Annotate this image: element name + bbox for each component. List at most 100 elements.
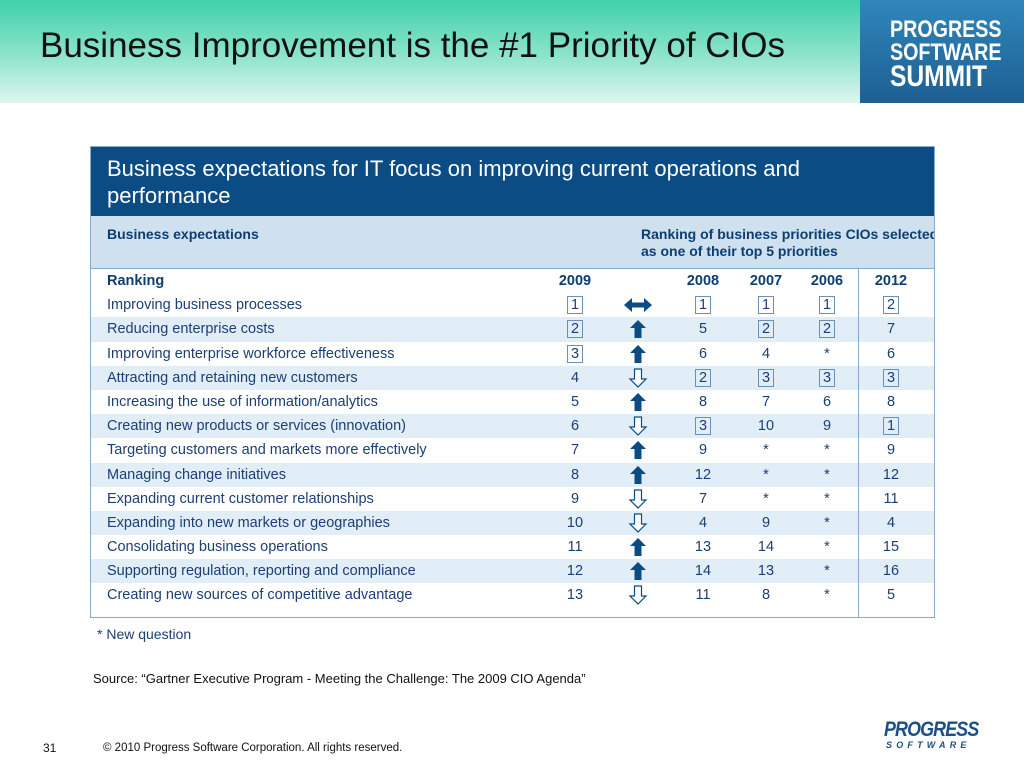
page-number: 31	[43, 741, 57, 755]
rank-2009: 11	[555, 539, 595, 555]
rank-2008: 11	[683, 587, 723, 603]
rankings-table: Business expectations for IT focus on im…	[90, 146, 935, 618]
rank-2007: 14	[746, 539, 786, 555]
rank-2009: 8	[555, 467, 595, 483]
rank-value: *	[824, 442, 830, 459]
rank-2006: *	[807, 563, 847, 579]
rank-2012: 12	[871, 467, 911, 483]
rank-value: *	[824, 563, 830, 580]
rank-2009: 6	[555, 418, 595, 434]
rank-2007: 10	[746, 418, 786, 434]
footer-logo-line1: PROGRESS	[884, 718, 979, 741]
rank-value: 1	[882, 417, 900, 436]
rank-value: 14	[694, 563, 712, 580]
rank-2008: 7	[683, 491, 723, 507]
rank-value: *	[824, 539, 830, 556]
rank-value: 7	[761, 393, 771, 410]
rank-2009: 1	[555, 296, 595, 315]
rank-2009: 7	[555, 442, 595, 458]
rank-2012: 6	[871, 346, 911, 362]
rank-2006: *	[807, 346, 847, 362]
rank-value: 10	[757, 418, 775, 435]
row-label: Improving enterprise workforce effective…	[107, 345, 395, 362]
rank-value: 7	[886, 321, 896, 338]
rank-2008: 9	[683, 442, 723, 458]
copyright: © 2010 Progress Software Corporation. Al…	[103, 742, 403, 754]
arrow-down-icon	[623, 489, 653, 509]
rank-value: 3	[566, 344, 584, 363]
rank-2008: 4	[683, 515, 723, 531]
rank-2008: 8	[683, 394, 723, 410]
summit-logo-line2: SOFTWARE	[890, 39, 1002, 66]
summit-logo: PROGRESS SOFTWARE SUMMIT	[860, 0, 1024, 103]
rank-value: 6	[698, 345, 708, 362]
source-citation: Source: “Gartner Executive Program - Mee…	[93, 671, 586, 686]
rank-value: 6	[570, 418, 580, 435]
rank-value: 2	[757, 320, 775, 339]
table-title: Business expectations for IT focus on im…	[107, 156, 800, 208]
arrow-down-icon	[623, 585, 653, 606]
column-header-row: Ranking 2009 2008 2007 2006 2012	[91, 269, 934, 293]
rank-value: 6	[886, 345, 896, 362]
rank-2006: 3	[807, 368, 847, 387]
rank-2012: 5	[871, 587, 911, 603]
rank-value: 9	[570, 490, 580, 507]
rank-value: 2	[882, 296, 900, 315]
rank-2007: *	[746, 467, 786, 483]
rank-value: 2	[818, 320, 836, 339]
rank-2008: 14	[683, 563, 723, 579]
table-row: Improving business processes 1 1 1 1 2	[91, 293, 934, 317]
row-label: Reducing enterprise costs	[107, 321, 275, 338]
arrow-up-icon	[623, 392, 653, 412]
rank-value: 11	[883, 490, 899, 507]
table-row: Increasing the use of information/analyt…	[91, 390, 934, 414]
rank-2006: *	[807, 587, 847, 603]
right-header: Ranking of business priorities CIOs sele…	[641, 226, 935, 259]
rank-2008: 13	[683, 539, 723, 555]
rank-2007: 13	[746, 563, 786, 579]
rank-value: 3	[694, 417, 712, 436]
rank-2006: 2	[807, 320, 847, 339]
arrow-down-icon	[623, 416, 653, 436]
rank-value: 3	[882, 368, 900, 387]
row-label: Attracting and retaining new customers	[107, 369, 358, 386]
row-label: Expanding current customer relationships	[107, 490, 374, 507]
rank-value: 12	[882, 466, 900, 483]
arrow-up-icon	[623, 561, 653, 581]
rank-2007: 9	[746, 515, 786, 531]
table-row: Improving enterprise workforce effective…	[91, 342, 934, 366]
arrow-up-icon	[623, 344, 653, 364]
rank-value: 5	[698, 321, 708, 338]
row-label: Increasing the use of information/analyt…	[107, 393, 378, 410]
table-row: Supporting regulation, reporting and com…	[91, 559, 934, 584]
rank-2007: 1	[746, 296, 786, 315]
rank-value: 5	[570, 393, 580, 410]
rank-value: 9	[886, 442, 896, 459]
arrow-up-icon	[623, 319, 653, 339]
rank-2012: 4	[871, 515, 911, 531]
rank-2006: *	[807, 491, 847, 507]
table-row: Consolidating business operations 11 13 14 *…	[91, 535, 934, 559]
rank-2006: *	[807, 539, 847, 555]
rank-value: 8	[570, 466, 580, 483]
row-label: Expanding into new markets or geographie…	[107, 514, 390, 531]
row-label: Supporting regulation, reporting and com…	[107, 563, 416, 580]
rank-value: *	[763, 466, 769, 483]
rank-value: 16	[882, 563, 900, 580]
rank-2009: 10	[555, 515, 595, 531]
rank-value: 1	[818, 296, 836, 315]
col-header-2006: 2006	[810, 273, 844, 289]
rank-value: 1	[757, 296, 775, 315]
table-row: Reducing enterprise costs 2 5 2 2 7	[91, 317, 934, 342]
table-subheader: Business expectations Ranking of busines…	[91, 216, 935, 269]
rank-2006: 1	[807, 296, 847, 315]
rank-value: 10	[566, 514, 584, 531]
rank-2009: 5	[555, 394, 595, 410]
rank-2009: 2	[555, 320, 595, 339]
rank-value: 8	[761, 587, 771, 604]
rank-2012: 8	[871, 394, 911, 410]
summit-logo-line1: PROGRESS	[890, 16, 1002, 43]
rank-2009: 9	[555, 491, 595, 507]
col-header-ranking: Ranking	[107, 273, 165, 289]
rank-2007: 8	[746, 587, 786, 603]
